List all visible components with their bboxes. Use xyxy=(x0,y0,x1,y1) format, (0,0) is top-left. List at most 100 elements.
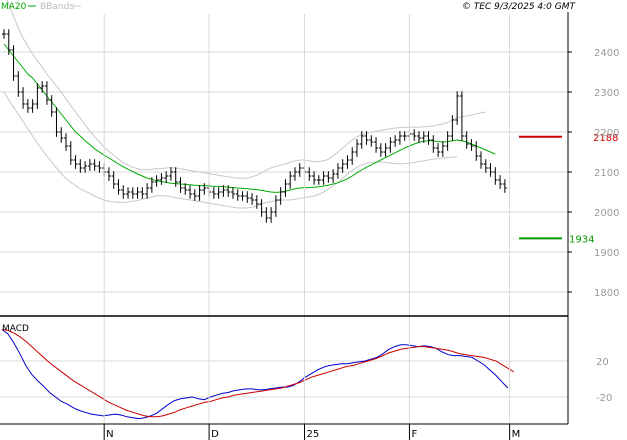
price-level-label: 2188 xyxy=(593,133,618,144)
ohlc-bar xyxy=(326,171,331,183)
ohlc-bar xyxy=(364,131,369,145)
price-tick-label: 2000 xyxy=(594,208,619,219)
ohlc-bar xyxy=(168,167,173,181)
macd-tick-label: 20 xyxy=(596,357,609,368)
ohlc-bar xyxy=(78,159,83,173)
ohlc-bar xyxy=(178,177,183,193)
macd-signal-line xyxy=(1,329,514,418)
ohlc-bar xyxy=(345,155,350,169)
bbands-legend-label: BBands xyxy=(40,2,74,12)
ohlc-bar xyxy=(188,185,193,199)
ohlc-bar xyxy=(374,137,379,153)
ohlc-bar xyxy=(474,141,479,161)
ohlc-bar xyxy=(235,189,240,201)
ohlc-bar xyxy=(216,187,221,199)
price-tick-label: 1900 xyxy=(594,248,619,259)
ohlc-bar xyxy=(259,199,264,217)
ohlc-bar xyxy=(273,195,278,217)
ohlc-bar xyxy=(283,179,288,197)
ohlc-bar xyxy=(130,187,135,199)
ohlc-bar xyxy=(221,185,226,197)
date-tick-label: N xyxy=(106,429,113,440)
ohlc-bar xyxy=(450,115,455,141)
copyright-timestamp: © TEC 9/3/2025 4:0 GMT xyxy=(462,2,577,12)
ohlc-bar xyxy=(288,171,293,189)
ohlc-bar xyxy=(340,159,345,173)
ohlc-bar xyxy=(192,189,197,201)
ohlc-bar xyxy=(278,187,283,205)
ohlc-bar xyxy=(16,71,21,97)
ohlc-bar xyxy=(230,187,235,199)
date-tick-label: M xyxy=(512,429,521,440)
ohlc-bar xyxy=(25,99,30,113)
ohlc-bar xyxy=(402,131,407,141)
ohlc-bar xyxy=(388,137,393,153)
ohlc-bar xyxy=(211,187,216,199)
ohlc-bar xyxy=(140,187,145,199)
ohlc-bar xyxy=(292,167,297,181)
ohlc-bar xyxy=(350,147,355,165)
ohlc-bar xyxy=(488,163,493,177)
ohlc-bar xyxy=(264,207,269,223)
ohlc-bar xyxy=(445,131,450,151)
ohlc-bar xyxy=(307,167,312,181)
ma20-legend-label: MA20 xyxy=(1,2,27,12)
price-tick-label: 2400 xyxy=(594,48,619,59)
macd-line xyxy=(1,329,509,420)
date-tick-label: D xyxy=(211,429,219,440)
ohlc-bar xyxy=(35,83,40,109)
ohlc-bar xyxy=(197,185,202,201)
price-levels: 2188 1934 xyxy=(519,133,618,245)
price-tick-label: 2100 xyxy=(594,168,619,179)
ohlc-bar xyxy=(183,183,188,195)
ohlc-bar xyxy=(83,161,88,173)
ohlc-bar xyxy=(431,135,436,153)
ohlc-bar xyxy=(226,185,231,197)
price-tick-label: 2200 xyxy=(594,128,619,139)
ohlc-bar xyxy=(68,141,73,165)
ohlc-bar xyxy=(426,131,431,145)
ohlc-bar xyxy=(44,81,49,105)
ohlc-bar xyxy=(49,95,54,117)
price-level-label: 1934 xyxy=(569,234,594,245)
ohlc-bar xyxy=(126,187,131,199)
ohlc-bar xyxy=(106,167,111,181)
ohlc-bar xyxy=(116,179,121,195)
ohlc-bar xyxy=(331,169,336,183)
ohlc-bar xyxy=(436,143,441,157)
ohlc-bar xyxy=(64,133,69,151)
ohlc-bar xyxy=(469,139,474,151)
ohlc-bar xyxy=(369,135,374,147)
ohlc-bar xyxy=(245,191,250,203)
price-tick-label: 1800 xyxy=(594,288,619,299)
ohlc-bar xyxy=(312,171,317,185)
ohlc-bar xyxy=(412,129,417,141)
date-tick-label: F xyxy=(411,429,417,440)
ohlc-bar xyxy=(87,159,92,171)
ohlc-bar xyxy=(440,141,445,157)
ohlc-bar xyxy=(269,207,274,223)
ohlc-bar xyxy=(149,177,154,193)
ma20-line xyxy=(3,43,496,193)
ohlc-bar xyxy=(159,173,164,185)
macd-lines xyxy=(1,329,514,420)
macd-axis: 20 -20 xyxy=(596,357,612,404)
ohlc-bar xyxy=(378,143,383,157)
date-tick-label: 25 xyxy=(307,429,320,440)
ohlc-bar xyxy=(297,163,302,177)
ohlc-bar xyxy=(21,87,26,109)
chart-frame xyxy=(0,12,572,425)
price-grid xyxy=(0,51,568,293)
macd-grid xyxy=(0,360,568,398)
ohlc-bar xyxy=(6,29,11,55)
ma20-polyline xyxy=(3,43,496,193)
ohlc-bar xyxy=(2,29,6,39)
ohlc-bar xyxy=(145,183,150,199)
ohlc-bar xyxy=(459,91,464,141)
ohlc-bar xyxy=(54,107,59,137)
ohlc-bar xyxy=(30,99,35,113)
ohlc-bar xyxy=(92,159,97,171)
ohlc-bar xyxy=(354,139,359,157)
ohlc-bar xyxy=(173,167,178,187)
ohlc-bar xyxy=(164,171,169,183)
